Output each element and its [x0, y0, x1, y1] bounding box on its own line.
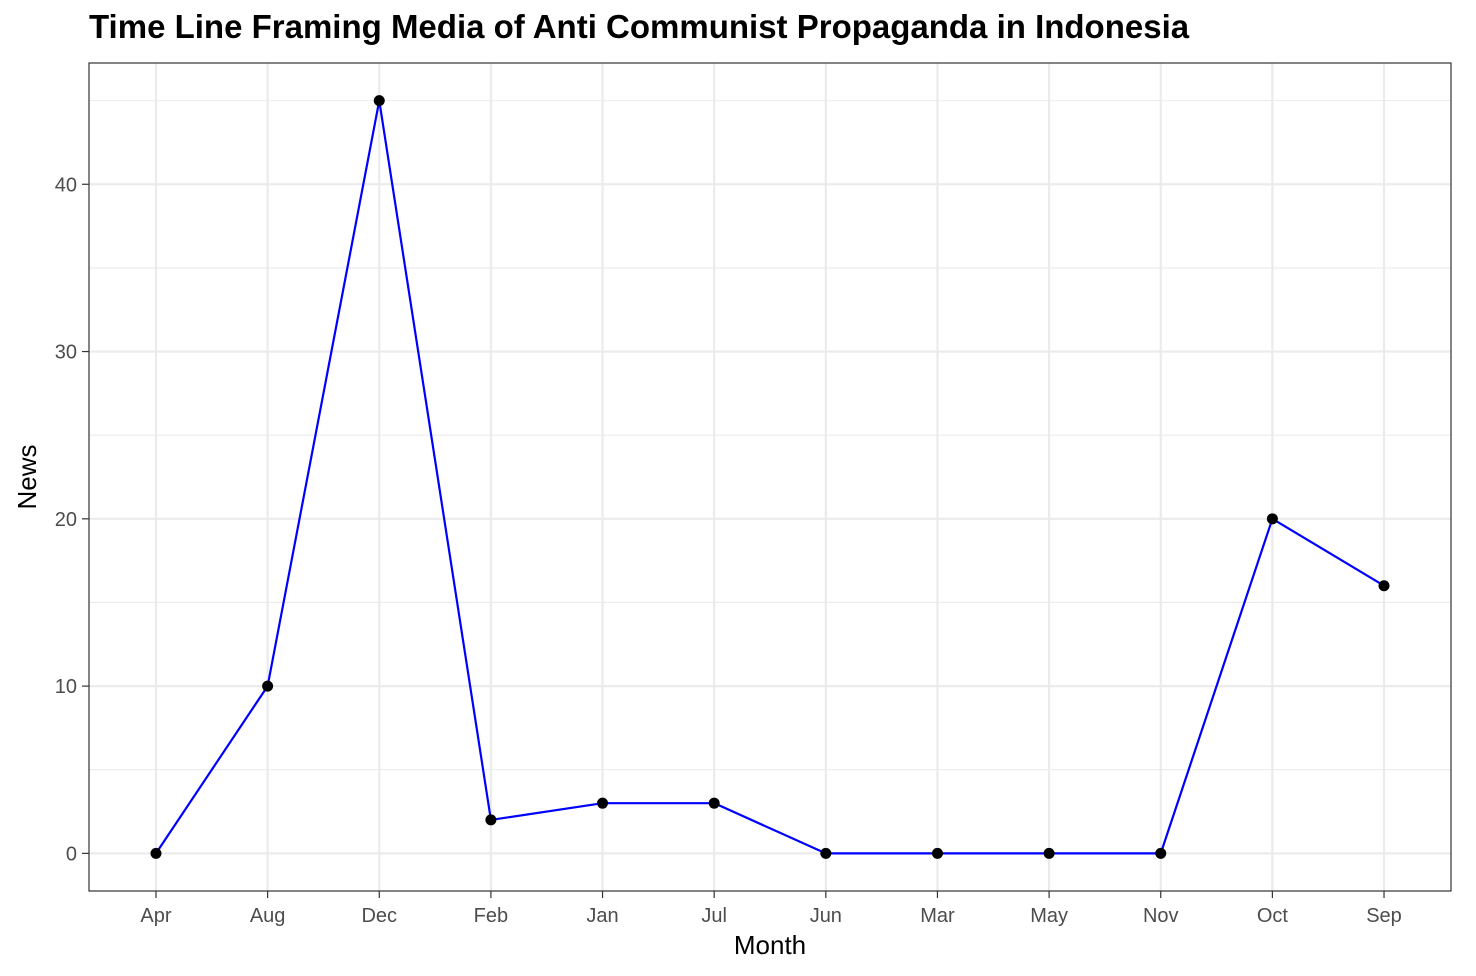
x-tick-label-apr: Apr [140, 905, 171, 927]
data-point-nov [1155, 847, 1167, 859]
y-tick-label-30: 30 [55, 342, 77, 364]
x-tick-labels: Apr Aug Dec Feb Jan Jul Jun Mar May Nov Oct Sep [140, 905, 1401, 927]
x-tick-label-feb: Feb [474, 905, 508, 927]
major-gridlines [89, 63, 1451, 891]
x-tick-label-dec: Dec [361, 905, 397, 927]
chart-title: Time Line Framing Media of Anti Communis… [89, 8, 1190, 45]
data-point-mar [931, 847, 943, 859]
x-tick-label-jun: Jun [810, 905, 842, 927]
data-point-aug [262, 680, 274, 692]
y-tick-label-0: 0 [66, 843, 77, 865]
x-tick-label-jan: Jan [586, 905, 618, 927]
data-point-feb [485, 814, 497, 826]
minor-gridlines [89, 100, 1451, 771]
y-axis-title: News [12, 444, 42, 509]
x-tick-label-mar: Mar [920, 905, 955, 927]
x-tick-label-sep: Sep [1366, 905, 1402, 927]
y-tick-label-10: 10 [55, 676, 77, 698]
data-point-sep [1378, 580, 1390, 592]
x-axis-title: Month [734, 930, 806, 960]
points-layer [150, 95, 1390, 859]
panel-border [88, 62, 1452, 892]
data-point-jan [597, 797, 609, 809]
x-tick-label-oct: Oct [1257, 905, 1289, 927]
x-tick-label-may: May [1030, 905, 1068, 927]
x-tick-label-jul: Jul [701, 905, 727, 927]
data-point-dec [373, 95, 385, 107]
data-point-jun [820, 847, 832, 859]
y-tick-label-20: 20 [55, 509, 77, 531]
series-layer [155, 99, 1385, 855]
data-point-may [1043, 847, 1055, 859]
series-line [155, 99, 1385, 855]
data-point-jul [708, 797, 720, 809]
axis-ticks [82, 183, 1385, 898]
data-point-oct [1266, 513, 1278, 525]
y-tick-labels: 0 10 20 30 40 [55, 174, 77, 865]
x-tick-label-nov: Nov [1143, 905, 1179, 927]
y-tick-label-40: 40 [55, 174, 77, 196]
x-tick-label-aug: Aug [250, 905, 286, 927]
data-point-apr [150, 847, 162, 859]
